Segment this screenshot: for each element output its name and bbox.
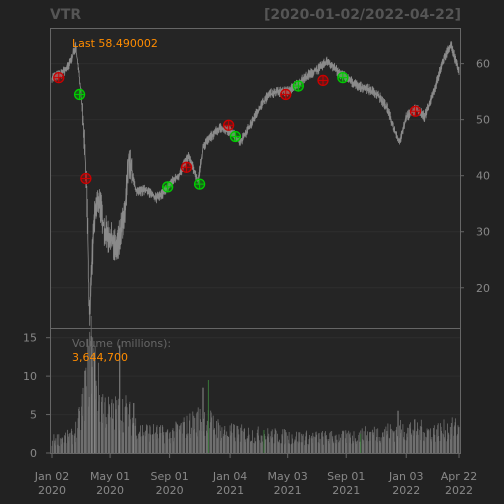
sell-signal-marker bbox=[409, 105, 422, 117]
price-series bbox=[51, 41, 460, 326]
buy-signal-marker bbox=[73, 88, 86, 101]
volume-y-tick-label: 5 bbox=[30, 409, 37, 422]
x-tick-label-date: Jan 03 bbox=[388, 470, 423, 483]
x-tick-label-date: Sep 01 bbox=[150, 470, 188, 483]
buy-signal-marker bbox=[162, 181, 174, 193]
sell-signal-marker bbox=[280, 88, 292, 101]
volume-y-axis: 0 5 10 15 bbox=[23, 332, 50, 460]
sell-signal-marker bbox=[180, 161, 193, 173]
volume-label: Volume (millions): bbox=[72, 337, 171, 350]
price-y-axis: 20 30 40 50 60 bbox=[460, 58, 490, 295]
x-tick-label-date: Jan 04 bbox=[212, 470, 247, 483]
x-tick-label-year: 2022 bbox=[392, 484, 420, 497]
price-y-tick-label: 40 bbox=[476, 170, 490, 183]
signal-markers bbox=[53, 71, 422, 193]
buy-signal-marker bbox=[292, 80, 304, 92]
x-tick-label-year: 2022 bbox=[445, 484, 473, 497]
x-tick-label-year: 2020 bbox=[156, 484, 184, 497]
x-tick-label-year: 2021 bbox=[216, 484, 244, 497]
sell-signal-marker bbox=[222, 119, 235, 131]
x-tick-label-date: Jan 02 bbox=[34, 470, 69, 483]
x-tick-label-year: 2021 bbox=[274, 484, 302, 497]
buy-signal-marker bbox=[193, 178, 206, 190]
price-y-tick-label: 50 bbox=[476, 114, 490, 127]
price-y-tick-label: 20 bbox=[476, 282, 490, 295]
price-line bbox=[51, 41, 460, 326]
x-tick-label-year: 2021 bbox=[332, 484, 360, 497]
x-tick-label-date: May 01 bbox=[90, 470, 130, 483]
sell-signal-marker bbox=[53, 71, 65, 84]
chart-date-range: [2020-01-02/2022-04-22] bbox=[264, 7, 461, 23]
chart-title: VTR bbox=[50, 7, 81, 23]
x-tick-label-date: Apr 22 bbox=[441, 470, 478, 483]
volume-y-tick-label: 10 bbox=[23, 370, 37, 383]
volume-y-tick-label: 0 bbox=[30, 447, 37, 460]
volume-panel: 0 5 10 15 Volume (millions): 3,644,700 bbox=[23, 316, 461, 460]
sell-signal-marker bbox=[317, 74, 329, 87]
price-panel-frame bbox=[50, 28, 461, 329]
x-tick-label-date: Sep 01 bbox=[327, 470, 365, 483]
price-panel: 20 30 40 50 60 Last 58.490002 bbox=[50, 28, 490, 329]
buy-signal-marker bbox=[337, 71, 349, 84]
x-tick-label-year: 2020 bbox=[96, 484, 124, 497]
price-y-tick-label: 60 bbox=[476, 58, 490, 71]
sell-signal-marker bbox=[80, 172, 92, 185]
buy-signal-marker bbox=[229, 130, 242, 143]
volume-y-tick-label: 15 bbox=[23, 332, 37, 345]
volume-last-value: 3,644,700 bbox=[72, 351, 128, 364]
x-tick-label-date: May 03 bbox=[268, 470, 308, 483]
volume-bar-series bbox=[51, 316, 460, 453]
last-price-label: Last 58.490002 bbox=[72, 37, 158, 50]
volume-bars bbox=[51, 316, 460, 453]
x-tick-label-year: 2020 bbox=[38, 484, 66, 497]
price-y-tick-label: 30 bbox=[476, 226, 490, 239]
